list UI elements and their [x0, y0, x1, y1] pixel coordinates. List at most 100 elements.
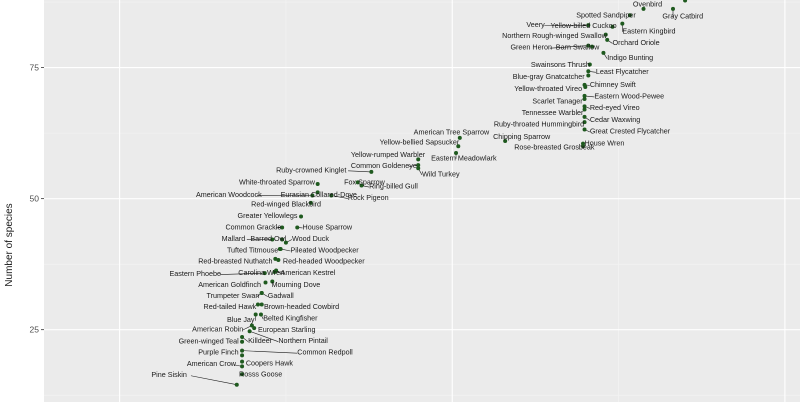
point-label: Belted Kingfisher [263, 314, 318, 323]
data-point [272, 270, 277, 275]
data-point [263, 280, 268, 285]
point-label: American Tree Sparrow [414, 128, 490, 137]
data-point [590, 44, 595, 49]
data-point [295, 225, 300, 230]
data-point [582, 127, 587, 132]
point-label: Barn Swallow [556, 43, 600, 52]
leader-line [331, 195, 348, 199]
point-label: Chipping Sparrow [493, 132, 551, 141]
point-label: Red-eyed Vireo [590, 103, 640, 112]
point-label: Red-breasted Nuthatch [198, 257, 272, 266]
leader-line [219, 272, 265, 275]
data-point [240, 335, 245, 340]
point-label: Veery [526, 20, 545, 29]
data-point [503, 138, 508, 143]
data-point [683, 0, 688, 3]
point-label: Gray Catbird [662, 12, 703, 21]
leader-line [190, 375, 237, 385]
data-point [586, 43, 591, 48]
point-label: Mourning Dove [272, 280, 321, 289]
point-label: Scarlet Tanager [532, 97, 583, 106]
leader-line [249, 330, 279, 342]
point-label: Gadwall [268, 291, 294, 300]
point-label: European Starling [258, 325, 316, 334]
data-point [273, 256, 278, 261]
data-point [315, 181, 320, 186]
data-point [249, 323, 254, 328]
data-point [240, 372, 245, 377]
point-label: Brown-headed Cowbird [264, 302, 339, 311]
point-label: Red-winged Blackbird [251, 199, 321, 208]
point-label: Fox Sparrow [344, 177, 386, 186]
point-label: Ovenbird [633, 0, 662, 9]
data-point [454, 151, 459, 156]
data-point [670, 6, 675, 11]
y-axis-title: Number of species [4, 203, 15, 286]
data-point [583, 85, 588, 90]
data-point [262, 271, 267, 276]
data-point [581, 144, 586, 149]
point-label: Tennessee Warbler [522, 108, 584, 117]
leader-line [242, 350, 298, 354]
data-point [270, 237, 275, 242]
leader-line [550, 45, 589, 49]
data-point [582, 114, 587, 119]
data-point [627, 13, 632, 18]
data-point [416, 166, 421, 171]
data-point [329, 193, 334, 198]
data-point [456, 144, 461, 149]
point-label: Northern Pintail [278, 336, 328, 345]
leader-line [348, 170, 372, 173]
data-point [315, 190, 320, 195]
point-label: Pine Siskin [151, 370, 187, 379]
point-label: Purple Finch [198, 348, 238, 357]
data-point [240, 353, 245, 358]
grid-lines [44, 0, 800, 402]
data-point [586, 73, 591, 78]
data-point [308, 200, 313, 205]
data-point [283, 240, 288, 245]
data-point [258, 312, 263, 317]
point-label: Ruby-throated Hummingbird [494, 120, 584, 129]
point-label: Blue Jay [227, 315, 255, 324]
data-point [359, 183, 364, 188]
data-point [586, 69, 591, 74]
data-point [240, 364, 245, 369]
data-point [255, 302, 260, 307]
data-point [582, 120, 587, 125]
point-label: Eastern Kingbird [622, 26, 675, 35]
point-label: Eastern Wood-Pewee [594, 91, 664, 100]
point-label: Swainsons Thrush [531, 60, 590, 69]
point-label: Yellow-throated Vireo [514, 84, 582, 93]
point-label: House Sparrow [303, 222, 353, 231]
data-point [416, 157, 421, 162]
point-label: White-throated Sparrow [239, 177, 316, 186]
data-point [582, 93, 587, 98]
point-label: Rose-breasted Grosbeak [514, 142, 595, 151]
point-label: Spotted Sandpiper [576, 11, 636, 20]
point-label: Orchard Oriole [613, 38, 660, 47]
point-label: Indigo Bunting [607, 53, 653, 62]
data-point [587, 62, 592, 67]
data-point [280, 225, 285, 230]
point-label: Green Heron [510, 43, 552, 52]
point-label: American Woodcock [196, 190, 262, 199]
point-label: Pileated Woodpecker [290, 246, 359, 255]
point-labels: Marsh WrenPurple MartinOvenbirdGray Catb… [151, 0, 703, 379]
point-label: Ruby-crowned Kinglet [276, 165, 346, 174]
point-label: Northern Rough-winged Swallow [502, 31, 607, 40]
data-points [234, 0, 688, 387]
point-label: American Goldfinch [198, 280, 261, 289]
point-label: Carolina Wren [238, 268, 284, 277]
data-point [280, 237, 285, 242]
data-point [278, 246, 283, 251]
point-label: Eastern Phoebe [169, 269, 221, 278]
point-label: Wild Turkey [422, 170, 460, 179]
point-label: American Kestrel [281, 268, 336, 277]
point-label: Great Crested Flycatcher [590, 127, 671, 136]
point-label: Mallard [222, 234, 246, 243]
point-label: Killdeer [248, 336, 273, 345]
point-label: Barred Owl [250, 234, 286, 243]
point-label: Ring-billed Gull [369, 182, 418, 191]
